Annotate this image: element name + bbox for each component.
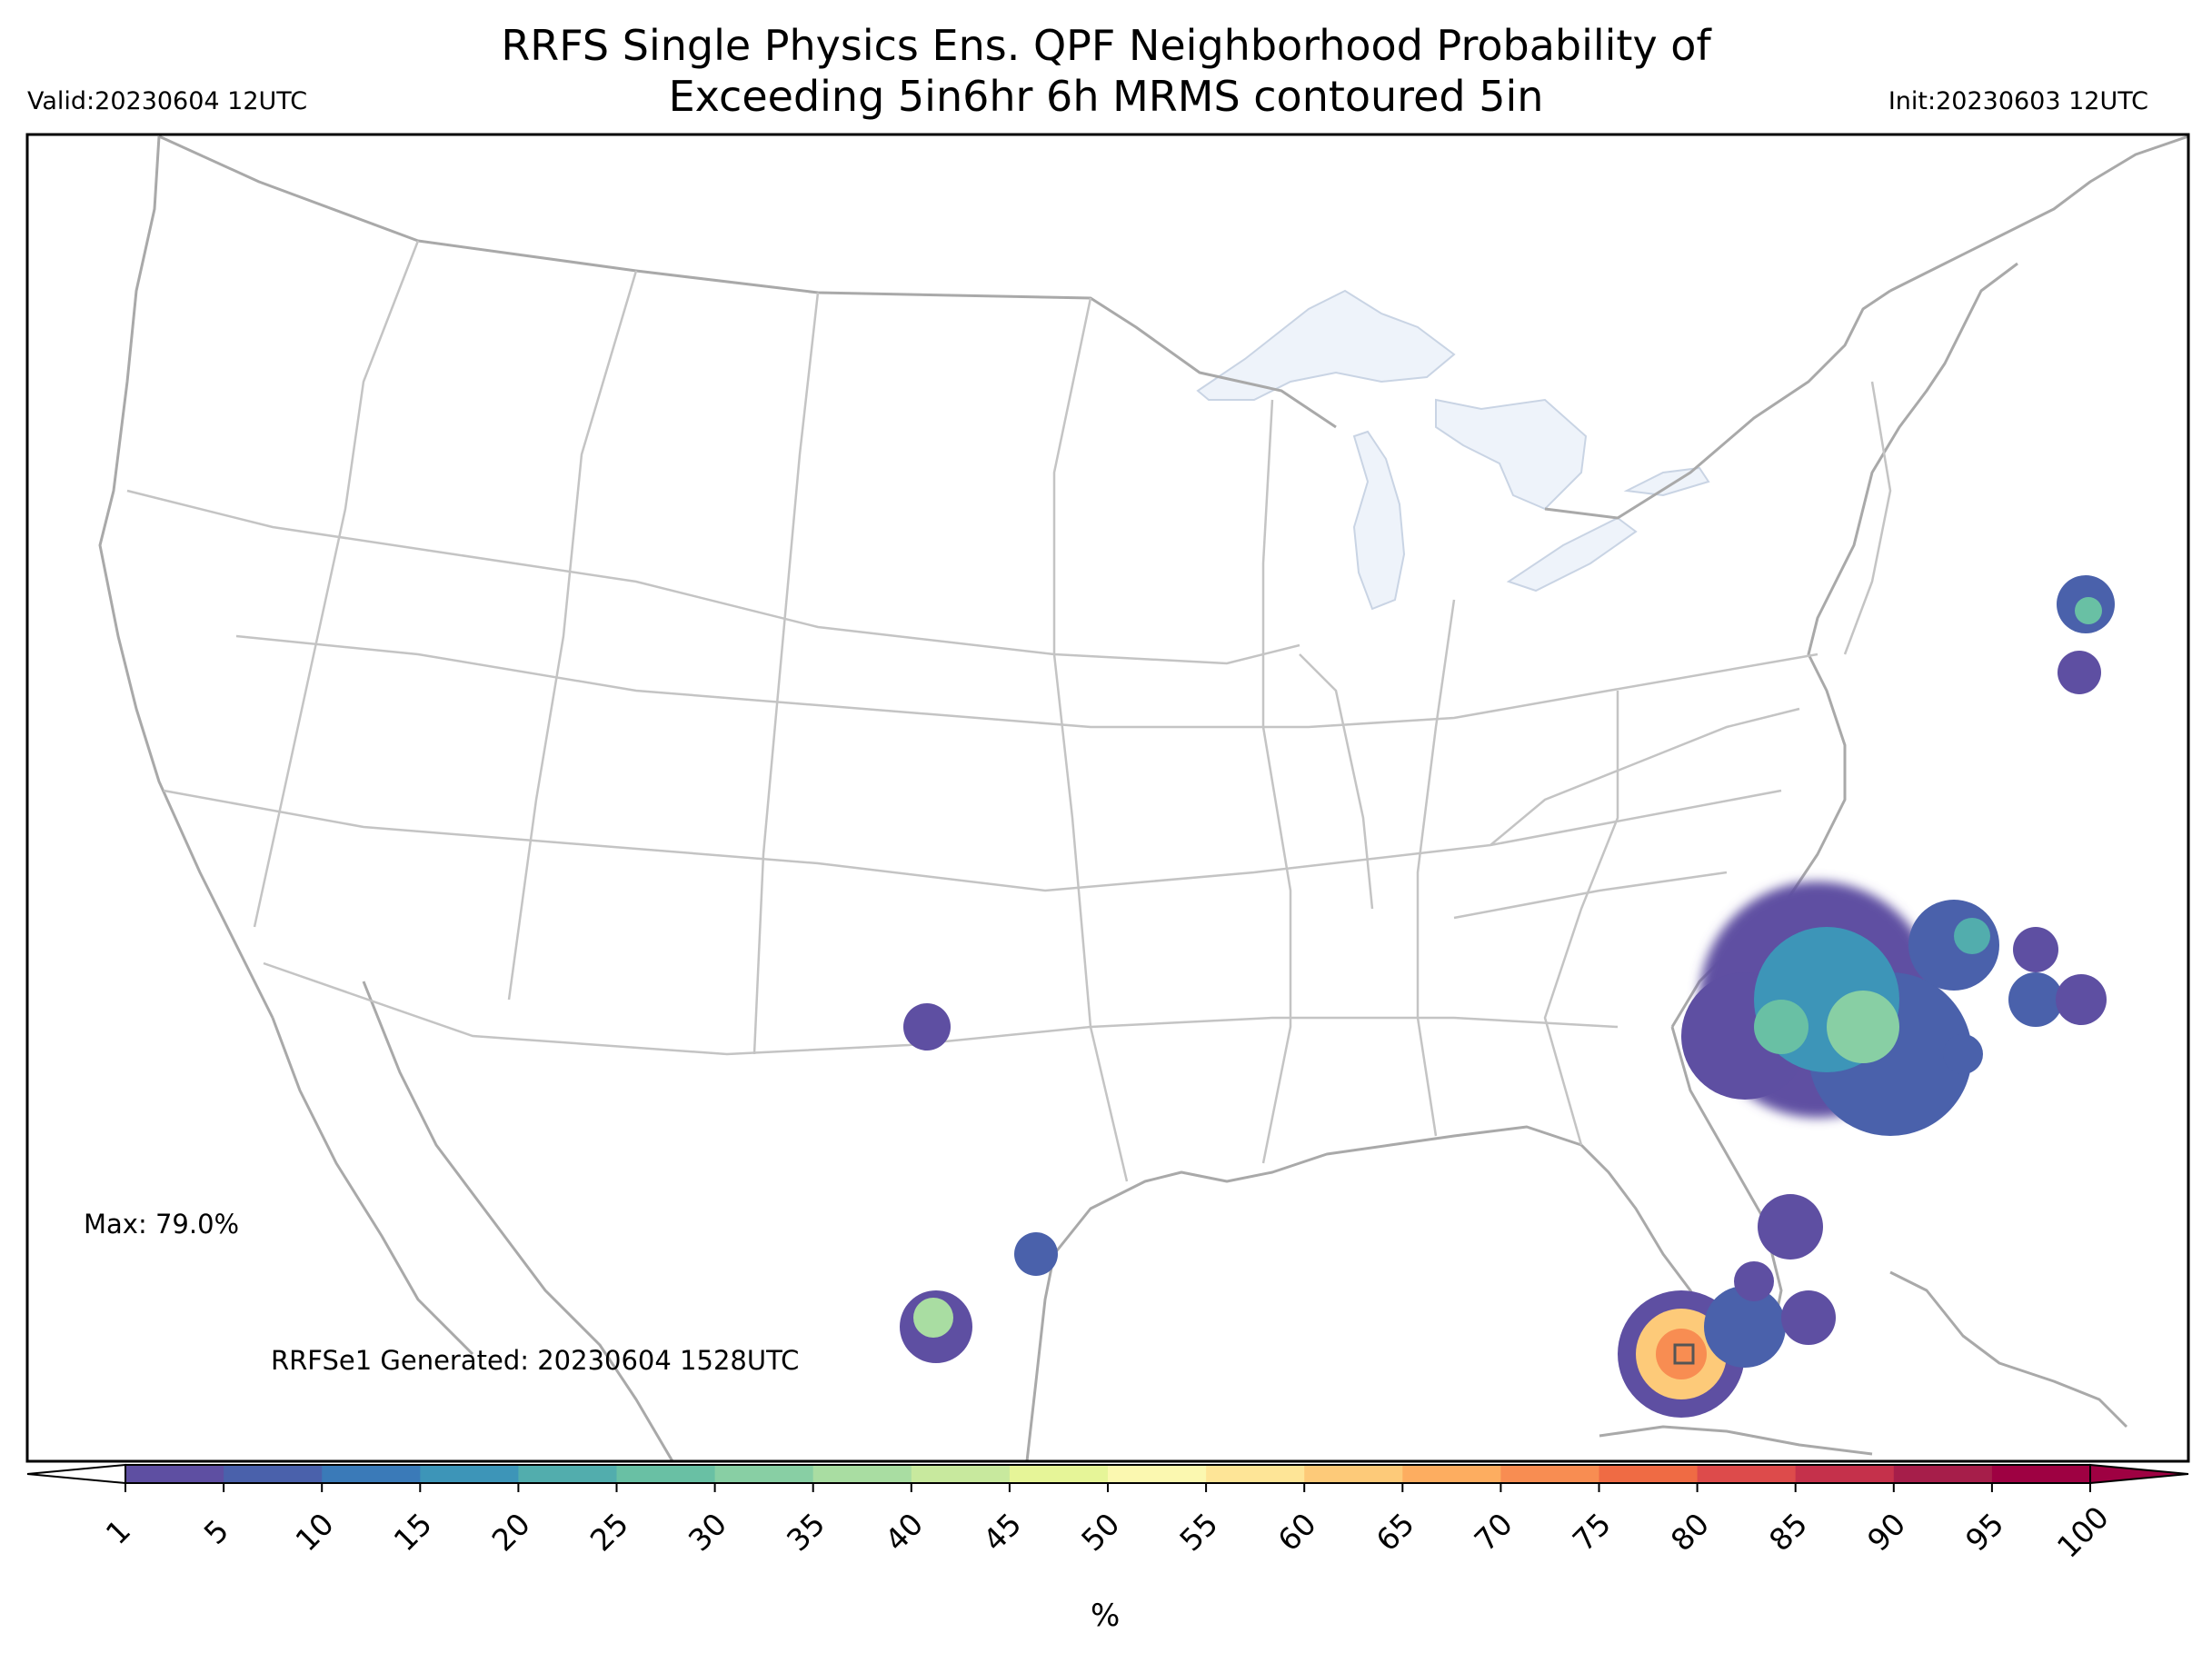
colorbar-swatch bbox=[1304, 1465, 1403, 1483]
map-title: RRFS Single Physics Ens. QPF Neighborhoo… bbox=[0, 20, 2212, 122]
blob-texas bbox=[900, 1003, 1058, 1363]
colorbar-swatch bbox=[1795, 1465, 1895, 1483]
colorbar-tick-label: 60 bbox=[1270, 1506, 1322, 1558]
title-line-1: RRFS Single Physics Ens. QPF Neighborhoo… bbox=[501, 21, 1711, 70]
colorbar-tick-label: 85 bbox=[1762, 1506, 1814, 1558]
gulf-mexico-west bbox=[362, 981, 674, 1461]
max-value-label: Max: 79.0% bbox=[84, 1209, 240, 1240]
colorbar-tick-label: 30 bbox=[682, 1506, 733, 1558]
valid-time-label: Valid:20230604 12UTC bbox=[27, 87, 308, 115]
colorbar-swatch bbox=[1500, 1465, 1599, 1483]
colorbar-extend-low bbox=[26, 1463, 126, 1485]
colorbar-tick-label: 5 bbox=[197, 1513, 235, 1551]
blob-maine-offshore bbox=[2057, 575, 2115, 694]
state-borders bbox=[126, 240, 1892, 1182]
colorbar-swatch bbox=[518, 1465, 617, 1483]
probability-fields bbox=[900, 575, 2115, 1418]
bahamas bbox=[1889, 1270, 2128, 1429]
cuba bbox=[1599, 1425, 1873, 1456]
west-coast bbox=[98, 135, 274, 1019]
colorbar-tick-label: 75 bbox=[1566, 1506, 1618, 1558]
colorbar-swatch bbox=[812, 1465, 912, 1483]
colorbar-swatch bbox=[1402, 1465, 1501, 1483]
colorbar-tick-label: 15 bbox=[387, 1506, 439, 1558]
title-line-2: Exceeding 5in6hr 6h MRMS contoured 5in bbox=[668, 72, 1544, 121]
lake-superior bbox=[1196, 289, 1456, 401]
baja-coast bbox=[271, 1017, 474, 1356]
init-time-label: Init:20230603 12UTC bbox=[1888, 87, 2148, 115]
colorbar-swatch bbox=[224, 1465, 323, 1483]
colorbar-swatch bbox=[125, 1465, 224, 1483]
texas-coast bbox=[1025, 1125, 1582, 1461]
colorbar-swatch bbox=[714, 1465, 814, 1483]
map-frame bbox=[25, 133, 2190, 1463]
colorbar-tick-label: 80 bbox=[1664, 1506, 1716, 1558]
generated-label: RRFSe1 Generated: 20230604 1528UTC bbox=[271, 1345, 800, 1376]
blob-florida-south bbox=[1618, 1194, 1836, 1418]
colorbar-swatch bbox=[1009, 1465, 1109, 1483]
colorbar-ticks: 1 5 10 15 20 25 30 35 40 45 50 55 60 65 70 75 80 85 90 95 10… bbox=[99, 1483, 2116, 1565]
lake-erie bbox=[1506, 516, 1638, 593]
colorbar-swatches bbox=[125, 1465, 2091, 1483]
colorbar-swatch bbox=[1108, 1465, 1207, 1483]
colorbar-swatch bbox=[911, 1465, 1011, 1483]
colorbar-tick-label: 70 bbox=[1468, 1506, 1520, 1558]
colorbar-tick-label: 100 bbox=[2050, 1499, 2116, 1565]
colorbar-tick-label: 40 bbox=[878, 1506, 930, 1558]
colorbar-swatch bbox=[1991, 1465, 2091, 1483]
canada-border bbox=[158, 134, 1337, 429]
colorbar-tick-label: 95 bbox=[1958, 1506, 2010, 1558]
colorbar-swatch bbox=[616, 1465, 716, 1483]
colorbar-tick-label: 10 bbox=[288, 1506, 340, 1558]
colorbar-swatch bbox=[1697, 1465, 1797, 1483]
blob-offshore-northeast bbox=[1908, 900, 2107, 1074]
colorbar-swatch bbox=[322, 1465, 421, 1483]
colorbar-swatch bbox=[1206, 1465, 1305, 1483]
colorbar-tick-label: 35 bbox=[780, 1506, 832, 1558]
colorbar-tick-label: 45 bbox=[976, 1506, 1028, 1558]
colorbar-tick-label: 90 bbox=[1860, 1506, 1912, 1558]
colorbar-unit: % bbox=[1091, 1598, 1121, 1634]
colorbar-tick-label: 25 bbox=[583, 1506, 635, 1558]
colorbar-tick-label: 20 bbox=[485, 1506, 537, 1558]
colorbar-tick-label: 55 bbox=[1172, 1506, 1224, 1558]
colorbar-tick-label: 65 bbox=[1370, 1506, 1421, 1558]
blob-carolinas-east bbox=[1681, 881, 1972, 1136]
lake-michigan bbox=[1352, 430, 1406, 611]
colorbar-tick-label: 50 bbox=[1074, 1506, 1126, 1558]
colorbar-extend-high bbox=[2089, 1463, 2189, 1485]
colorbar-tick-label: 1 bbox=[99, 1513, 137, 1551]
colorbar-swatch bbox=[1599, 1465, 1699, 1483]
colorbar-swatch bbox=[1893, 1465, 1993, 1483]
colorbar-swatch bbox=[420, 1465, 519, 1483]
